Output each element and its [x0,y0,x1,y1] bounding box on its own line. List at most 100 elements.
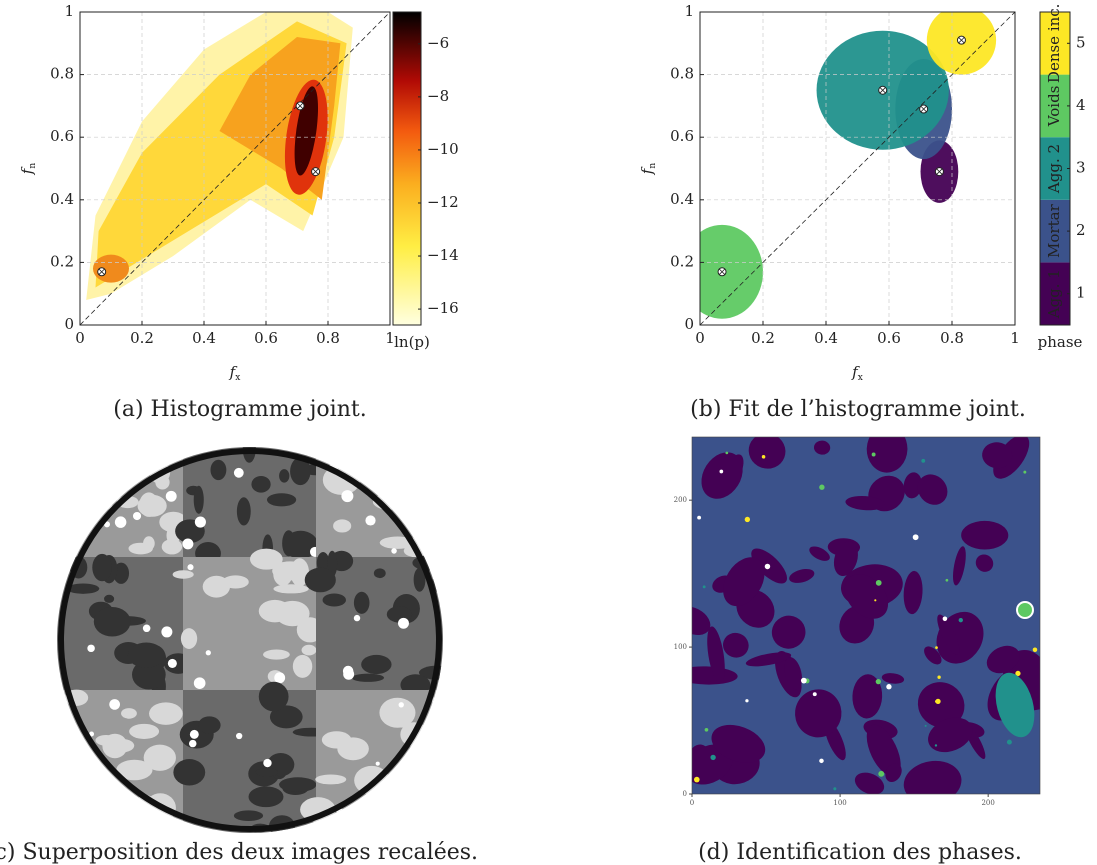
colorbar-swatch [1040,12,1070,75]
grain [110,738,135,753]
aggregate [975,554,994,572]
axis-label: fx [851,363,863,383]
x-tick-label: 200 [981,799,994,807]
grain [395,473,426,492]
x-tick-label: 0.6 [877,329,901,347]
colorbar [392,11,422,326]
aggregate [701,452,743,499]
grain [57,541,67,555]
speck [937,675,941,679]
marker-cross [879,87,886,94]
grain [255,768,278,777]
aggregate [917,474,948,505]
colorbar-tick-label: −10 [427,140,459,158]
grain [301,644,317,656]
x-tick-label: 0.8 [940,329,964,347]
aggregate [924,646,942,665]
center-marker [956,35,966,45]
y-tick-label: 0.4 [670,190,694,208]
legend-label: Agg. 1 [1045,269,1063,319]
aggregate [961,520,1009,550]
diagonal [79,11,391,326]
grain [322,593,346,607]
phase-image [692,437,1040,794]
grain [137,494,167,517]
grain [129,723,160,739]
grain [279,777,317,793]
aggregate [813,440,831,455]
aggregate [722,632,749,658]
aggregate [692,744,733,785]
image-frame [691,436,1041,795]
speck [935,646,938,649]
grain [353,591,370,614]
x-tick-label: 0.8 [316,329,340,347]
speck [958,617,963,623]
legend-label: Agg. 2 [1045,144,1063,194]
y-tick-label: 0 [684,315,694,333]
speck [697,515,702,520]
aggregate [833,541,858,577]
inclusion [161,626,173,638]
axis-subscript: n [28,163,38,169]
inclusion [375,761,380,766]
aggregate [903,570,923,615]
diagonal [699,11,1016,326]
marker-cross [98,268,105,275]
axis-subscript: x [858,373,863,383]
grain [149,702,183,725]
overlay-image [57,447,443,833]
speck [744,516,751,523]
x-tick-label: 0.2 [751,329,775,347]
legend-label: Mortar [1045,203,1063,258]
grain [433,749,443,769]
grain [266,493,297,507]
y-tick-label: 0.6 [670,127,694,145]
grain [210,459,227,481]
axis-subscript: x [235,373,240,383]
colorbar-tick-label: −6 [427,34,449,52]
inclusion [205,650,211,656]
grain [292,654,313,678]
inclusion [87,644,95,653]
aggregate [844,574,889,619]
grain [269,705,303,729]
grain [420,496,441,519]
aggregate [795,689,842,738]
axis-symbol: f [851,363,860,381]
grain [198,716,221,734]
grain [92,553,112,582]
aggregate [723,557,765,607]
speck [886,684,892,690]
inclusion [89,731,95,737]
colorbar-tick-label: 3 [1076,159,1086,177]
axis-symbol: f [638,166,656,175]
aggregate [852,674,883,719]
grain [249,548,283,570]
x-tick-label: 0.2 [130,329,154,347]
speck [935,698,941,704]
grain [359,453,388,474]
aggregate [748,437,786,469]
center-marker [295,101,305,111]
grain [98,468,119,486]
grain [92,467,130,489]
x-tick-label: 0 [75,329,85,347]
density-core [93,254,129,283]
grain [81,770,117,794]
grain [115,794,144,822]
aggregate [809,546,830,561]
axes-frame [699,11,1016,326]
x-tick-label: 100 [833,799,846,807]
grain [279,469,290,483]
inclusion [398,702,404,708]
speck [924,724,927,727]
grain [179,447,207,452]
speck [921,458,926,463]
colorbar-swatch [1040,262,1070,325]
aggregate [917,682,965,728]
grain [57,719,71,728]
caption: (d) Identification des phases. [698,840,1022,865]
grain [388,780,404,809]
grain [263,649,290,660]
